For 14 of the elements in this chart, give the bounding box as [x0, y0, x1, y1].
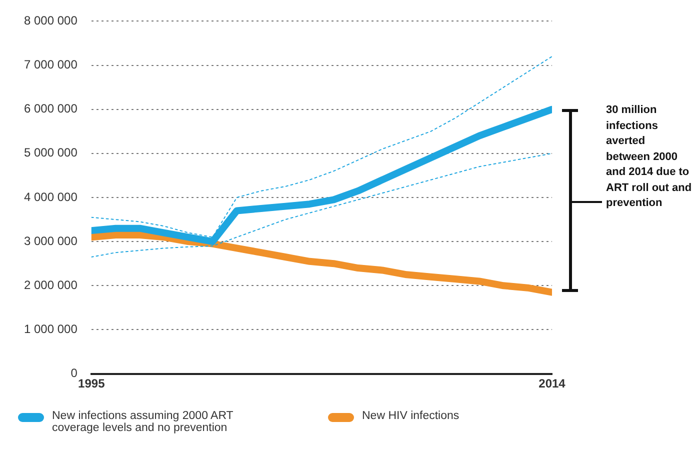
legend-label: New infections assuming 2000 ART coverage levels and no prevention — [52, 410, 234, 434]
y-tick-label: 8 000 000 — [24, 14, 78, 28]
y-tick-label: 3 000 000 — [24, 234, 78, 248]
x-tick-label: 2014 — [538, 376, 566, 390]
y-tick-label: 6 000 000 — [24, 102, 78, 116]
y-tick-label: 5 000 000 — [24, 146, 78, 160]
text: 30 million infections averted between 2000 and 2014 due to ART roll out and prevention — [606, 103, 692, 212]
y-tick-label: 4 000 000 — [24, 190, 78, 204]
y-tick-label: 0 — [70, 366, 78, 380]
x-tick-label: 1995 — [78, 376, 106, 390]
y-tick-label: 7 000 000 — [24, 58, 78, 72]
y-tick-label: 1 000 000 — [24, 322, 78, 336]
y-tick-label: 2 000 000 — [24, 278, 78, 292]
legend-label: New HIV infections — [362, 410, 460, 422]
